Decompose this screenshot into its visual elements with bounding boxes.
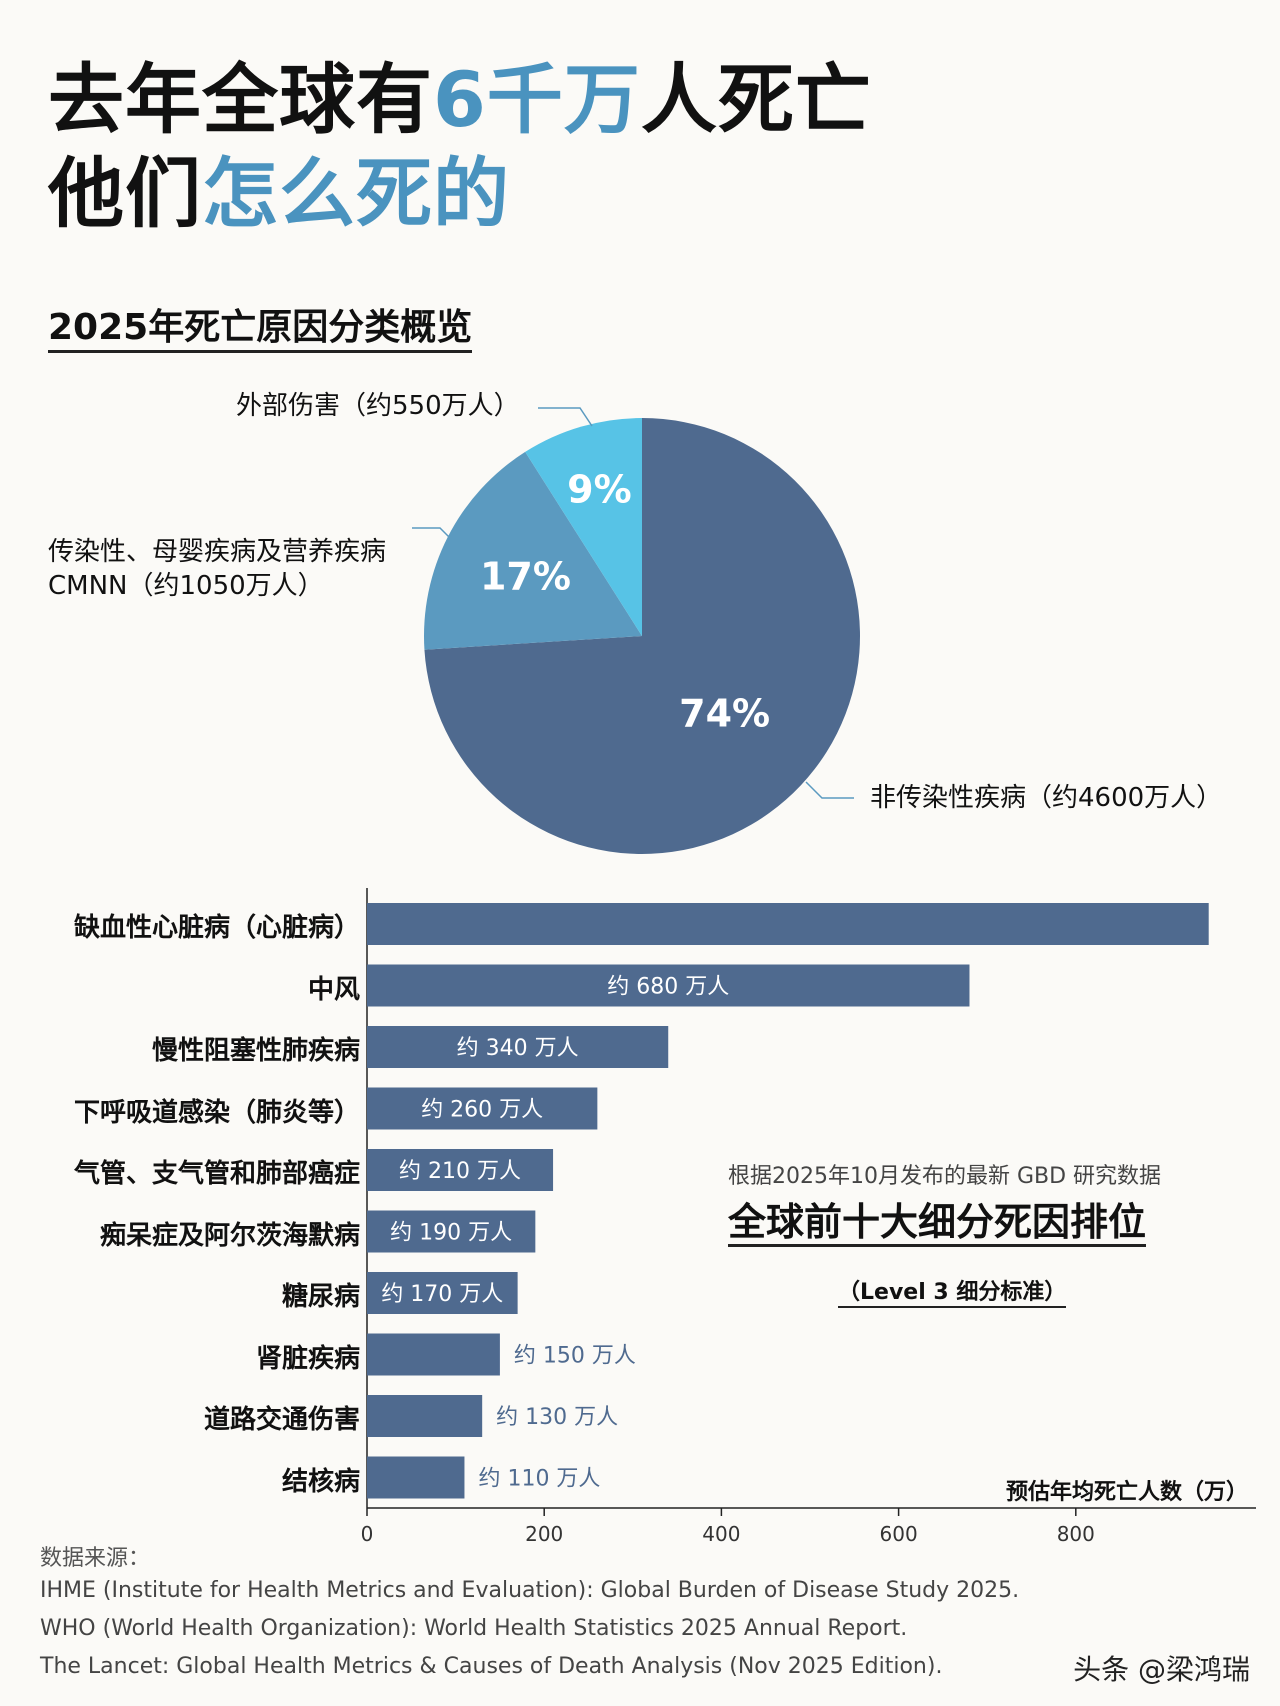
pie-slice-cmnn [423,451,642,650]
pie-label-ncd: 非传染性疾病（约4600万人） [870,783,1223,813]
watermark: 头条 @梁鸿瑞 [1073,1653,1250,1686]
bar-3 [367,1026,669,1068]
bar-category-6: 痴呆症及阿尔茨海默病 [99,1220,360,1251]
headline-1-post: 人死亡 [640,55,872,144]
bar-10 [367,1456,465,1499]
pie-chart: 74% 17% 9% [412,407,860,854]
bar-4 [367,1087,598,1130]
leader-cmnn [412,527,453,541]
x-tick-label: 600 [880,1522,918,1546]
source-line-1: IHME (Institute for Health Metrics and E… [40,1578,1020,1603]
leader-ncd [805,781,854,799]
bar-x-axis-title: 预估年均死亡人数（万） [1006,1480,1249,1505]
bar-1 [367,903,1209,945]
bar-value-label-3: 约 340 万人 [457,1036,579,1061]
source-line-3: The Lancet: Global Health Metrics & Caus… [40,1654,943,1679]
headline-2-accent: 怎么死的 [202,149,510,238]
headline-1-accent: 6千万 [433,55,641,144]
bar-value-label-4: 约 260 万人 [421,1098,543,1123]
bar-9 [367,1395,483,1437]
pie-label-cmnn-line2: CMNN（约1050万人） [48,571,324,601]
x-tick-label: 400 [702,1522,740,1546]
headline-2-pre: 他们 [48,149,202,238]
headline-line-2: 他们怎么死的 [48,156,510,232]
pie-pct-external: 9% [567,467,632,511]
pie-label-cmnn-line1: 传染性、母婴疾病及营养疾病 [48,537,387,567]
bar-category-3: 慢性阻塞性肺疾病 [151,1036,360,1066]
bar-note-heading: 全球前十大细分死因排位 [728,1201,1147,1247]
sources-heading: 数据来源： [40,1546,151,1571]
x-tick-label: 200 [525,1522,563,1546]
bar-value-label-2: 约 680 万人 [607,975,729,1000]
section-title: 2025年死亡原因分类概览 [48,308,473,353]
bar-note-level: （Level 3 细分标准） [838,1274,1067,1308]
bar-category-10: 结核病 [281,1466,360,1497]
bar-6 [367,1210,536,1253]
bar-value-label-9: 约 130 万人 [496,1405,618,1430]
leader-external [538,407,593,427]
source-line-2: WHO (World Health Organization): World H… [40,1616,908,1641]
bar-category-4: 下呼吸道感染（肺炎等） [73,1097,360,1128]
headline-line-1: 去年全球有6千万人死亡 [48,62,872,138]
bar-2 [367,964,970,1007]
bar-value-label-6: 约 190 万人 [390,1221,512,1246]
bar-category-8: 肾脏疾病 [255,1343,360,1374]
pie-slice-ncd [424,418,860,854]
bar-category-9: 道路交通伤害 [203,1405,360,1435]
bar-chart: 0 200 400 600 800 约 680 万人约 340 万人约 260 万人约 2… [361,888,1256,1546]
bar-value-label-5: 约 210 万人 [399,1159,521,1184]
pie-slice-external [525,418,642,636]
bar-category-1: 缺血性心脏病（心脏病） [73,913,360,943]
pie-label-external: 外部伤害（约550万人） [236,391,520,421]
pie-pct-ncd: 74% [679,692,770,736]
bar-value-label-8: 约 150 万人 [514,1344,636,1369]
bar-category-2: 中风 [307,974,360,1005]
bar-8 [367,1333,500,1376]
headline-1-pre: 去年全球有 [48,55,433,144]
bar-7 [367,1272,518,1314]
bar-note-source: 根据2025年10月发布的最新 GBD 研究数据 [728,1164,1162,1189]
bar-value-label-7: 约 170 万人 [381,1282,503,1307]
x-tick-label: 0 [361,1522,374,1546]
bar-category-5: 气管、支气管和肺部癌症 [73,1159,360,1189]
bar-value-label-10: 约 110 万人 [478,1467,600,1492]
pie-pct-cmnn: 17% [480,555,571,599]
x-tick-label: 800 [1057,1522,1095,1546]
bar-5 [367,1149,554,1191]
bar-category-7: 糖尿病 [281,1282,360,1312]
